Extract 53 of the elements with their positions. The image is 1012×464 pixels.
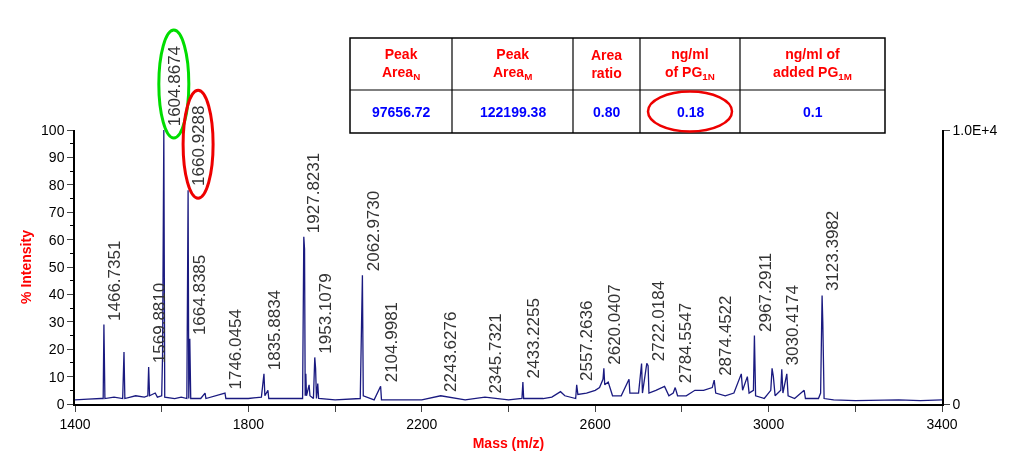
text: ng/ml of added PG$_{1M}$ bbox=[773, 46, 852, 83]
annotation: 1466.7351 bbox=[104, 240, 124, 321]
y-tick-label: 60 bbox=[48, 231, 65, 248]
annotation: 2243.6276 bbox=[441, 311, 461, 392]
y2-tick-label: 0 bbox=[952, 395, 961, 412]
annotation: 2062.9730 bbox=[363, 190, 383, 272]
annotation: 2557.2636 bbox=[577, 300, 597, 382]
text: 0.80 bbox=[593, 104, 621, 120]
text: 0.18 bbox=[677, 104, 705, 120]
y-tick-label: 0 bbox=[56, 395, 65, 412]
annotation: 2874.4522 bbox=[715, 295, 735, 376]
x-tick-label: 3000 bbox=[753, 415, 785, 432]
annotation: 1660.9288 bbox=[189, 105, 209, 186]
y-tick-label: 80 bbox=[48, 176, 65, 193]
text: 122199.38 bbox=[480, 104, 547, 120]
y-tick-label: 20 bbox=[48, 341, 65, 358]
annotation: 2722.0184 bbox=[648, 280, 668, 362]
y-axis-title: % Intensity bbox=[18, 229, 35, 304]
x-tick-label: 2200 bbox=[406, 415, 438, 432]
text: Area ratio bbox=[591, 47, 623, 82]
y-tick-label: 50 bbox=[48, 258, 65, 275]
annotation: 2345.7321 bbox=[486, 313, 506, 394]
annotation: 1569.8810 bbox=[150, 282, 170, 364]
annotation: 1746.0454 bbox=[226, 309, 246, 390]
annotation: 3123.3982 bbox=[823, 210, 843, 292]
text: Peak Area$_{N}$ bbox=[382, 46, 421, 83]
y-tick-label: 10 bbox=[48, 368, 65, 385]
x-tick-label: 1400 bbox=[59, 415, 91, 432]
annotation: 1835.8834 bbox=[264, 289, 284, 371]
y-tick-label: 30 bbox=[48, 313, 65, 330]
y-tick-label: 100 bbox=[41, 121, 65, 138]
annotation: 1953.1079 bbox=[315, 273, 335, 354]
text: ng/ml of PG$_{1N}$ bbox=[665, 46, 715, 83]
annotation: 2104.9981 bbox=[381, 301, 401, 383]
annotation: 2433.2255 bbox=[524, 298, 544, 379]
y-tick-label: 90 bbox=[48, 149, 65, 166]
x-tick-label: 2600 bbox=[579, 415, 611, 432]
annotation: 2620.0407 bbox=[604, 284, 624, 365]
x-axis-title: Mass (m/z) bbox=[472, 435, 545, 452]
annotation: 1664.8385 bbox=[190, 254, 210, 336]
x-tick-label: 1800 bbox=[232, 415, 265, 432]
annotation: 2784.5547 bbox=[676, 302, 696, 384]
annotation: 3030.4174 bbox=[783, 285, 803, 366]
y-tick-label: 40 bbox=[48, 286, 65, 303]
text: 0.1 bbox=[803, 104, 823, 120]
y-tick-label: 70 bbox=[48, 204, 65, 221]
text: Peak Area$_{M}$ bbox=[493, 46, 533, 83]
y2-tick-label: 1.0E+4 bbox=[952, 121, 998, 138]
annotation: 1604.8674 bbox=[165, 45, 185, 127]
x-tick-label: 3400 bbox=[926, 415, 958, 432]
text: 97656.72 bbox=[372, 104, 431, 120]
annotation: 2967.2911 bbox=[755, 252, 775, 332]
annotation: 1927.8231 bbox=[304, 152, 324, 234]
